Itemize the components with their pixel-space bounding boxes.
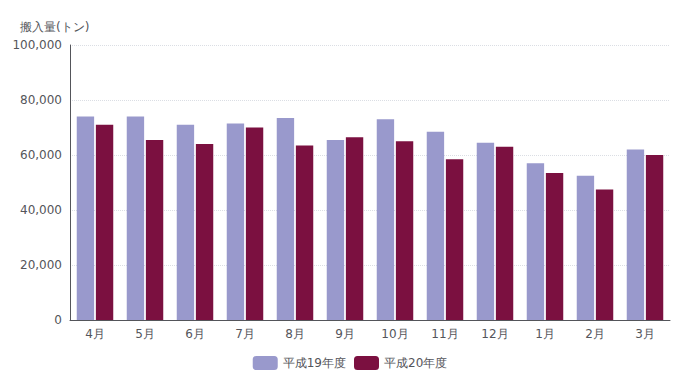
svg-text:0: 0 xyxy=(54,313,62,327)
svg-text:100,000: 100,000 xyxy=(12,38,62,52)
svg-text:40,000: 40,000 xyxy=(20,203,62,217)
svg-text:3月: 3月 xyxy=(635,327,655,341)
svg-text:搬入量(トン): 搬入量(トン) xyxy=(20,20,89,34)
svg-text:5月: 5月 xyxy=(135,327,155,341)
svg-text:60,000: 60,000 xyxy=(20,148,62,162)
svg-text:10月: 10月 xyxy=(381,327,408,341)
svg-text:1月: 1月 xyxy=(535,327,555,341)
svg-text:12月: 12月 xyxy=(481,327,508,341)
svg-text:6月: 6月 xyxy=(185,327,205,341)
svg-text:8月: 8月 xyxy=(285,327,305,341)
svg-text:4月: 4月 xyxy=(85,327,105,341)
svg-text:20,000: 20,000 xyxy=(20,258,62,272)
svg-text:平成20年度: 平成20年度 xyxy=(384,356,447,370)
svg-text:11月: 11月 xyxy=(431,327,458,341)
svg-text:80,000: 80,000 xyxy=(20,93,62,107)
svg-text:2月: 2月 xyxy=(585,327,605,341)
svg-text:9月: 9月 xyxy=(335,327,355,341)
svg-text:7月: 7月 xyxy=(235,327,255,341)
svg-text:平成19年度: 平成19年度 xyxy=(283,356,346,370)
